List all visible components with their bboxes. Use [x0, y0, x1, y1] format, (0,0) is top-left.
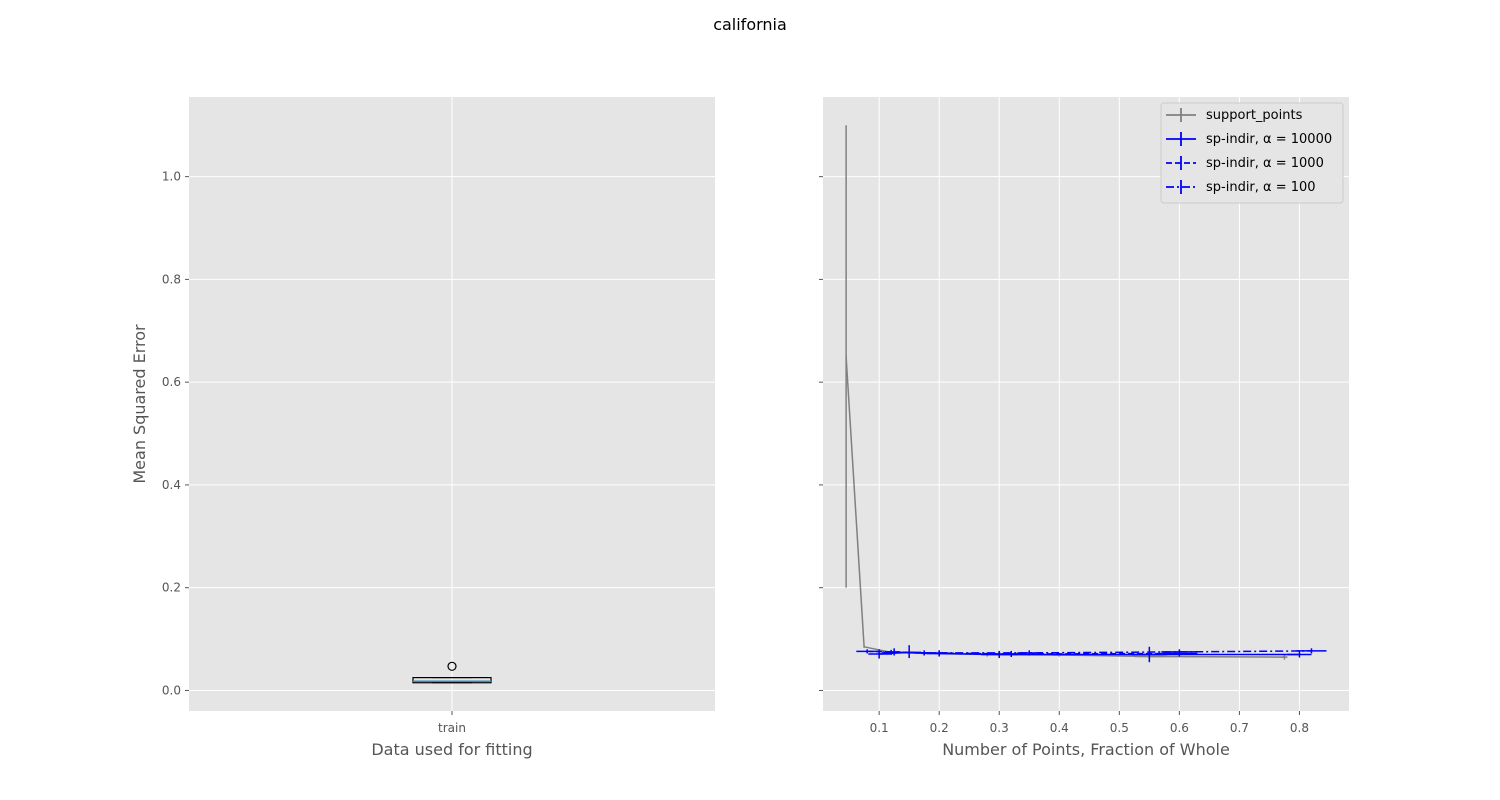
legend: support_points sp-indir, α = 10000 sp-indi…	[1160, 102, 1344, 204]
right-x-tick-label: 0.7	[1230, 721, 1249, 735]
right-x-tick-label: 0.4	[1050, 721, 1069, 735]
legend-entry: sp-indir, α = 1000	[1166, 156, 1324, 171]
right-x-ticks: 0.1 0.2 0.3 0.4 0.5 0.6 0.7 0.8	[870, 711, 1309, 735]
figure-title: california	[713, 15, 787, 34]
box-plot	[412, 661, 492, 684]
left-y-tick-label: 1.0	[162, 170, 181, 184]
right-x-tick-label: 0.3	[990, 721, 1009, 735]
legend-entry: sp-indir, α = 10000	[1166, 132, 1332, 147]
right-x-axis-label: Number of Points, Fraction of Whole	[942, 740, 1230, 759]
left-y-tick-label: 0.4	[162, 478, 181, 492]
right-x-tick-label: 0.2	[930, 721, 949, 735]
legend-label: support_points	[1206, 108, 1303, 123]
right-x-tick-label: 0.6	[1170, 721, 1189, 735]
right-panel: 0.1 0.2 0.3 0.4 0.5 0.6 0.7 0.8 Number of Point…	[819, 97, 1349, 759]
left-panel: 0.0 0.2 0.4 0.6 0.8 1.0 train Data used for f…	[130, 97, 715, 759]
legend-label: sp-indir, α = 100	[1206, 180, 1316, 195]
right-x-tick-label: 0.8	[1290, 721, 1309, 735]
right-y-ticks	[819, 176, 823, 691]
left-y-tick-label: 0.2	[162, 581, 181, 595]
box-train	[412, 661, 492, 684]
box-outlier	[447, 661, 457, 671]
series-3	[882, 648, 1327, 656]
left-y-tick-label: 0.6	[162, 375, 181, 389]
right-x-tick-label: 0.1	[870, 721, 889, 735]
series-line	[891, 650, 1312, 654]
left-x-tick-label: train	[438, 721, 466, 735]
right-x-tick-label: 0.5	[1110, 721, 1129, 735]
left-x-axis-label: Data used for fitting	[371, 740, 532, 759]
left-y-axis-label: Mean Squared Error	[130, 324, 149, 484]
legend-frame	[1160, 102, 1344, 204]
legend-entry: sp-indir, α = 100	[1166, 180, 1316, 195]
left-y-tick-label: 0.8	[162, 272, 181, 286]
left-x-ticks: train	[438, 711, 466, 735]
legend-entry: support_points	[1166, 108, 1303, 123]
left-y-ticks: 0.0 0.2 0.4 0.6 0.8 1.0	[162, 170, 189, 697]
legend-label: sp-indir, α = 10000	[1206, 132, 1332, 147]
box-iqr	[412, 677, 492, 684]
left-gridlines	[189, 97, 715, 711]
error-bar-series	[845, 125, 1327, 663]
legend-label: sp-indir, α = 1000	[1206, 156, 1324, 171]
left-y-tick-label: 0.0	[162, 683, 181, 697]
